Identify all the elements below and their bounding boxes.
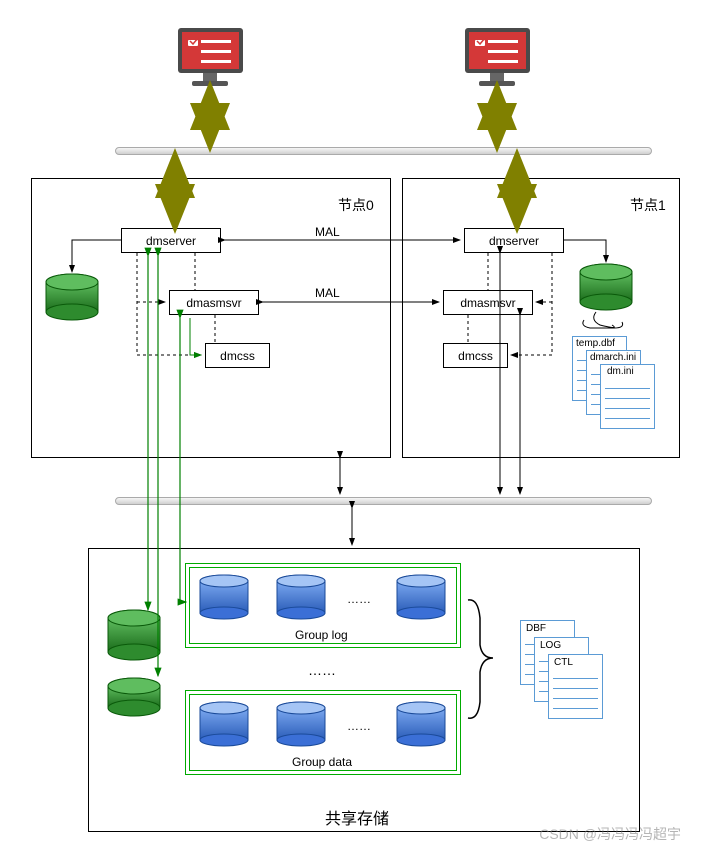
node0-box — [31, 178, 391, 458]
node1-dmcss: dmcss — [443, 343, 508, 368]
gl-d3-l2: disk N — [398, 603, 444, 614]
node0-storage-label: 本地存储 — [44, 297, 102, 313]
group-log-label: Group log — [295, 628, 348, 642]
node1-dmserver: dmserver — [464, 228, 564, 253]
file-ctl: CTL — [554, 657, 573, 668]
group-data-dots: …… — [347, 719, 371, 733]
gd-d1-l2: disk 1 — [201, 730, 247, 741]
gl-d2-l1: dmasm — [278, 592, 324, 603]
node1-title: 节点1 — [630, 195, 666, 215]
shared-title: 共享存储 — [325, 805, 389, 829]
node1-dmasmsvr: dmasmsvr — [443, 290, 533, 315]
file-dmini: dm.ini — [607, 366, 634, 377]
gd-d3-l1: dmasm — [398, 719, 444, 730]
dcr-label: dcr disk — [108, 696, 160, 707]
node1-storage-label: 本地存储 — [578, 287, 636, 303]
file-temp: temp.dbf — [576, 338, 615, 349]
voting-label1: voting — [114, 628, 156, 639]
middle-bar — [115, 497, 652, 505]
file-dmarch: dmarch.ini — [590, 352, 636, 363]
voting-label2: disk — [114, 640, 156, 651]
node0-dmserver: dmserver — [121, 228, 221, 253]
group-log-dots: …… — [347, 592, 371, 606]
mid-dots: …… — [308, 662, 336, 678]
top-bar — [115, 147, 652, 155]
node0-title: 节点0 — [338, 195, 374, 215]
gl-d3-l1: dmasm — [398, 592, 444, 603]
node0-dmcss: dmcss — [205, 343, 270, 368]
gl-d2-l2: disk 2 — [278, 603, 324, 614]
gl-d1-l2: disk 1 — [201, 603, 247, 614]
gl-d1-l1: dmasm — [201, 592, 247, 603]
watermark: CSDN @冯冯冯冯超宇 — [539, 824, 681, 844]
group-data-label: Group data — [292, 755, 352, 769]
gd-d2-l1: dmasm — [278, 719, 324, 730]
gd-d1-l1: dmasm — [201, 719, 247, 730]
gd-d3-l2: disk N — [398, 730, 444, 741]
file-dbf: DBF — [526, 623, 546, 634]
mal-label-2: MAL — [315, 286, 340, 300]
mal-label-1: MAL — [315, 225, 340, 239]
gd-d2-l2: disk 2 — [278, 730, 324, 741]
file-log: LOG — [540, 640, 561, 651]
node0-dmasmsvr: dmasmsvr — [169, 290, 259, 315]
